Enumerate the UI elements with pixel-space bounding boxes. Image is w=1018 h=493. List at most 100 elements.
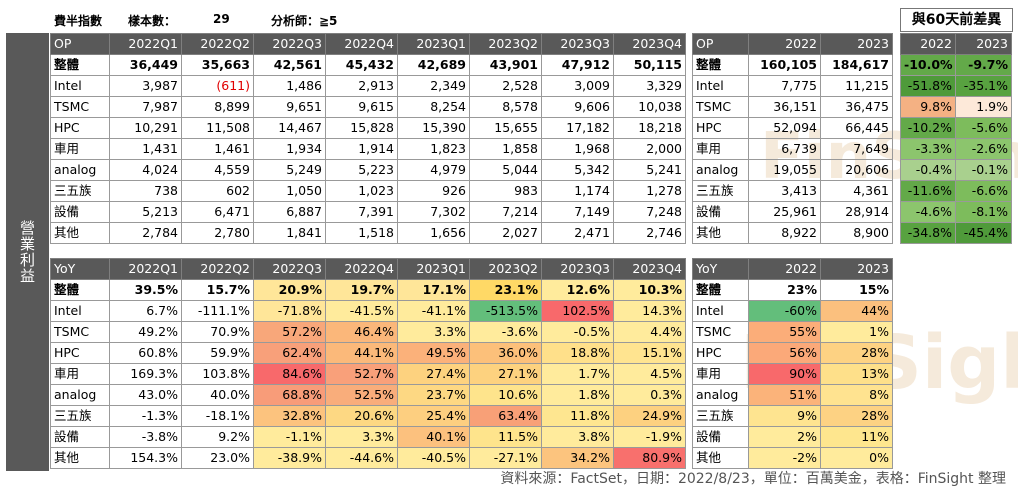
row-label: HPC <box>692 342 749 364</box>
table-cell: -4.6% <box>900 201 956 223</box>
table-cell: 738 <box>109 180 182 202</box>
table-row: TSMC 36,151 36,475 <box>692 96 893 118</box>
table-cell: 68.8% <box>253 384 326 406</box>
table-cell: 49.5% <box>397 342 470 364</box>
table-cell: 56% <box>748 342 821 364</box>
table-row: 其他 154.3% 23.0% -38.9% -44.6% -40.5% -27.1% 34.… <box>50 447 686 469</box>
table-cell: -10.2% <box>900 117 956 139</box>
table-cell: 6,471 <box>181 201 254 223</box>
table-cell: 36,449 <box>109 54 182 76</box>
table-row: -34.8% -45.4% <box>900 222 1012 244</box>
table-row: 三五族 -1.3% -18.1% 32.8% 20.6% 25.4% 63.4% 11.8% 2… <box>50 405 686 427</box>
table-cell: -41.1% <box>397 300 470 322</box>
table-row: 車用 6,739 7,649 <box>692 138 893 160</box>
table-row: -10.2% -5.6% <box>900 117 1012 139</box>
table-cell: 2,780 <box>181 222 254 244</box>
table-cell: 6,887 <box>253 201 326 223</box>
table-row: 其他 8,922 8,900 <box>692 222 893 244</box>
row-label: analog <box>692 159 749 181</box>
table-cell: 1,278 <box>613 180 686 202</box>
column-header: 2023Q4 <box>613 258 686 280</box>
table-cell: 11,508 <box>181 117 254 139</box>
table-cell: 7,302 <box>397 201 470 223</box>
yoy-quarterly-table: YoY 2022Q1 2022Q2 2022Q3 2022Q4 2023Q1 2023Q2 2… <box>50 258 686 469</box>
table-row: HPC 56% 28% <box>692 342 893 364</box>
meta-index-label: 費半指數 <box>54 14 103 28</box>
table-cell: 2,746 <box>613 222 686 244</box>
table-row: 9.8% 1.9% <box>900 96 1012 118</box>
table-cell: 10,038 <box>613 96 686 118</box>
table-cell: 23.7% <box>397 384 470 406</box>
table-cell: 4,361 <box>820 180 893 202</box>
table-cell: 63.4% <box>469 405 542 427</box>
table-cell: 15,655 <box>469 117 542 139</box>
row-label: 整體 <box>50 279 110 301</box>
table-cell: 4,024 <box>109 159 182 181</box>
table-cell: 3,987 <box>109 75 182 97</box>
table-row: TSMC 55% 1% <box>692 321 893 343</box>
table-cell: 27.1% <box>469 363 542 385</box>
column-header: 2022 <box>748 33 821 55</box>
table-cell: 1,023 <box>325 180 398 202</box>
table-cell: 154.3% <box>109 447 182 469</box>
table-cell: 102.5% <box>541 300 614 322</box>
table-cell: -35.1% <box>955 75 1012 97</box>
table-cell: 2,913 <box>325 75 398 97</box>
table-cell: 3.3% <box>397 321 470 343</box>
row-label: analog <box>692 384 749 406</box>
table-cell: 1,823 <box>397 138 470 160</box>
table-row: 整體 36,449 35,663 42,561 45,432 42,689 43,901 47… <box>50 54 686 76</box>
table-cell: 20.9% <box>253 279 326 301</box>
table-cell: 184,617 <box>820 54 893 76</box>
table-cell: 169.3% <box>109 363 182 385</box>
table-cell: 43.0% <box>109 384 182 406</box>
table-cell: 8,899 <box>181 96 254 118</box>
table-cell: 18,218 <box>613 117 686 139</box>
table-row: 車用 90% 13% <box>692 363 893 385</box>
table-cell: 2,528 <box>469 75 542 97</box>
column-header: 2023 <box>820 258 893 280</box>
row-label: 車用 <box>50 138 110 160</box>
row-label: 設備 <box>692 201 749 223</box>
table-row: 整體 23% 15% <box>692 279 893 301</box>
table-cell: 2,349 <box>397 75 470 97</box>
column-header: OP <box>50 33 110 55</box>
table-cell: -41.5% <box>325 300 398 322</box>
row-label: 三五族 <box>50 180 110 202</box>
table-cell: 5,213 <box>109 201 182 223</box>
table-row: 三五族 9% 28% <box>692 405 893 427</box>
table-cell: 8% <box>820 384 893 406</box>
table-cell: 5,342 <box>541 159 614 181</box>
table-cell: 15.1% <box>613 342 686 364</box>
table-cell: 17,182 <box>541 117 614 139</box>
table-cell: -38.9% <box>253 447 326 469</box>
table-cell: 18.8% <box>541 342 614 364</box>
table-cell: 0.3% <box>613 384 686 406</box>
row-label: 其他 <box>692 447 749 469</box>
table-row: HPC 60.8% 59.9% 62.4% 44.1% 49.5% 36.0% 18.8% 15… <box>50 342 686 364</box>
table-cell: 2,784 <box>109 222 182 244</box>
table-cell: 20,606 <box>820 159 893 181</box>
column-header: 2022Q3 <box>253 33 326 55</box>
table-row: 其他 -2% 0% <box>692 447 893 469</box>
table-cell: 7,149 <box>541 201 614 223</box>
column-header: 2023Q1 <box>397 33 470 55</box>
table-cell: 7,987 <box>109 96 182 118</box>
row-label: 車用 <box>692 363 749 385</box>
table-cell: 59.9% <box>181 342 254 364</box>
table-cell: 4,979 <box>397 159 470 181</box>
table-cell: 1,431 <box>109 138 182 160</box>
column-header: 2022Q4 <box>325 33 398 55</box>
row-label: 車用 <box>50 363 110 385</box>
table-row: -3.3% -2.6% <box>900 138 1012 160</box>
table-cell: 4.4% <box>613 321 686 343</box>
table-row: 車用 1,431 1,461 1,934 1,914 1,823 1,858 1,968 2,0… <box>50 138 686 160</box>
table-row: analog 4,024 4,559 5,249 5,223 4,979 5,044 5,34… <box>50 159 686 181</box>
table-cell: 2,471 <box>541 222 614 244</box>
table-cell: 8,578 <box>469 96 542 118</box>
table-cell: 1,461 <box>181 138 254 160</box>
table-cell: -44.6% <box>325 447 398 469</box>
table-cell: 45,432 <box>325 54 398 76</box>
table-cell: 602 <box>181 180 254 202</box>
row-label: 其他 <box>50 447 110 469</box>
